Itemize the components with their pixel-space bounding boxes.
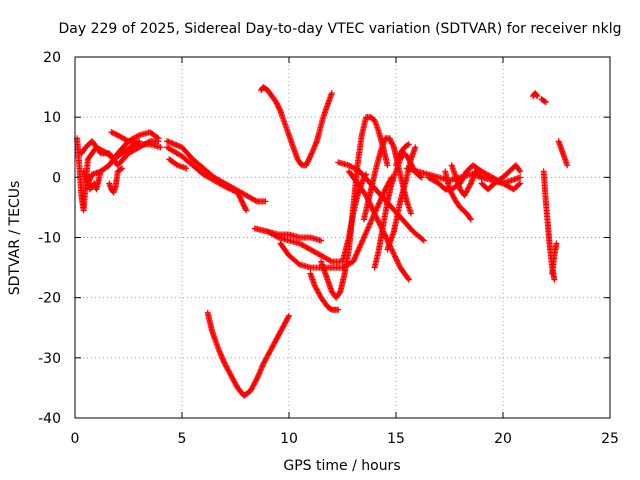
data-point-9-121 (285, 314, 292, 321)
x-tick-label: 0 (71, 431, 80, 447)
data-point-17-32 (370, 209, 377, 216)
data-point-21-17 (405, 141, 412, 148)
data-point-15-180 (384, 162, 391, 169)
data-point-11-70 (306, 154, 313, 161)
data-point-15-29 (336, 289, 343, 296)
chart-title: Day 229 of 2025, Sidereal Day-to-day VTE… (59, 21, 622, 37)
data-point-4-25 (119, 165, 126, 172)
data-point-12-45 (327, 257, 334, 264)
data-point-28-3 (541, 98, 548, 105)
data-point-17-35 (372, 213, 379, 220)
data-point-17-64 (392, 253, 399, 260)
data-point-5-4 (113, 131, 120, 138)
data-point-11-23 (276, 106, 283, 113)
y-tick-label: -30 (38, 351, 61, 367)
data-point-4-24 (118, 166, 125, 173)
data-point-22-75 (517, 174, 524, 181)
data-point-25-44 (478, 174, 485, 181)
data-point-5-12 (124, 137, 131, 144)
data-point-24-37 (467, 216, 474, 223)
data-point-17-65 (392, 254, 399, 261)
data-point-29-71 (551, 276, 558, 283)
data-point-17-38 (374, 217, 381, 224)
data-point-25-29 (467, 181, 474, 188)
data-point-17-33 (371, 210, 378, 217)
data-point-7-68 (242, 206, 249, 213)
data-point-18-63 (390, 142, 397, 149)
data-point-1-55 (134, 132, 141, 139)
data-point-24-36 (467, 215, 474, 222)
data-point-17-34 (372, 211, 379, 218)
data-point-31-16 (564, 162, 571, 169)
data-point-17-36 (373, 214, 380, 221)
data-point-28-4 (542, 99, 549, 106)
data-point-26-36 (517, 168, 524, 175)
data-point-12-7 (273, 233, 280, 240)
data-point-30-20 (553, 240, 560, 247)
data-point-6-78 (262, 198, 269, 205)
y-tick-label: -40 (38, 411, 61, 427)
data-point-17-69 (395, 260, 402, 267)
data-point-17-31 (370, 207, 377, 214)
data-point-17-61 (390, 249, 397, 256)
data-point-17-68 (394, 259, 401, 266)
grid-lines (75, 57, 610, 418)
data-point-7-69 (243, 207, 250, 214)
data-point-20-68 (412, 144, 419, 151)
data-point-16-79 (420, 237, 427, 244)
data-point-6-71 (252, 197, 259, 204)
data-point-10-44 (318, 237, 325, 244)
data-point-17-62 (390, 250, 397, 257)
data-point-17-82 (405, 276, 412, 283)
x-tick-label: 25 (601, 431, 619, 447)
data-point-9-122 (286, 312, 292, 319)
data-point-7-44 (220, 182, 227, 189)
x-tick-label: 15 (387, 431, 405, 447)
data-point-17-30 (369, 206, 376, 213)
data-point-17-70 (395, 261, 402, 268)
data-point-5-34 (157, 144, 164, 151)
y-axis-label: SDTVAR / TECUs (7, 181, 23, 296)
y-tick-label: 0 (52, 170, 61, 186)
data-point-11-114 (328, 90, 335, 97)
data-point-16-78 (419, 236, 426, 243)
data-point-25-43 (477, 173, 484, 180)
data-point-8-13 (183, 165, 190, 172)
data-point-17-63 (391, 252, 398, 259)
plot-frame (74, 56, 611, 419)
data-point-17-67 (393, 257, 400, 264)
data-point-8-6 (173, 161, 180, 168)
data-point-9-74 (253, 377, 260, 384)
data-point-1-69 (154, 134, 161, 141)
data-point-17-40 (376, 220, 383, 227)
x-tick-label: 20 (494, 431, 512, 447)
data-point-3-29 (97, 168, 104, 175)
y-tick-label: 20 (43, 50, 61, 66)
data-point-17-66 (393, 256, 400, 263)
data-point-18-108 (407, 210, 414, 217)
x-tick-label: 5 (178, 431, 187, 447)
y-tick-label: -20 (38, 291, 61, 307)
data-point-17-39 (375, 218, 382, 225)
data-point-26-35 (516, 167, 523, 174)
data-point-27-5 (533, 92, 540, 99)
data-point-21-16 (404, 141, 411, 148)
axis-ticks: 0 5 10 15 20 25 -40 -30 -20 -10 0 10 20 (38, 50, 619, 447)
data-point-23-78 (517, 180, 524, 187)
data-point-27-6 (534, 93, 541, 100)
data-point-17-52 (384, 236, 391, 243)
y-tick-label: -10 (38, 231, 61, 247)
data-point-17-60 (389, 247, 396, 254)
data-point-17-37 (374, 215, 381, 222)
data-point-17-81 (404, 275, 411, 282)
data-point-17-29 (368, 204, 375, 211)
x-tick-label: 10 (280, 431, 298, 447)
data-point-1-70 (155, 135, 162, 142)
x-axis-label: GPS time / hours (283, 458, 400, 474)
data-point-14-33 (335, 306, 342, 313)
y-tick-label: 10 (43, 110, 61, 126)
data-point-23-77 (516, 181, 523, 188)
data-points (74, 84, 571, 399)
